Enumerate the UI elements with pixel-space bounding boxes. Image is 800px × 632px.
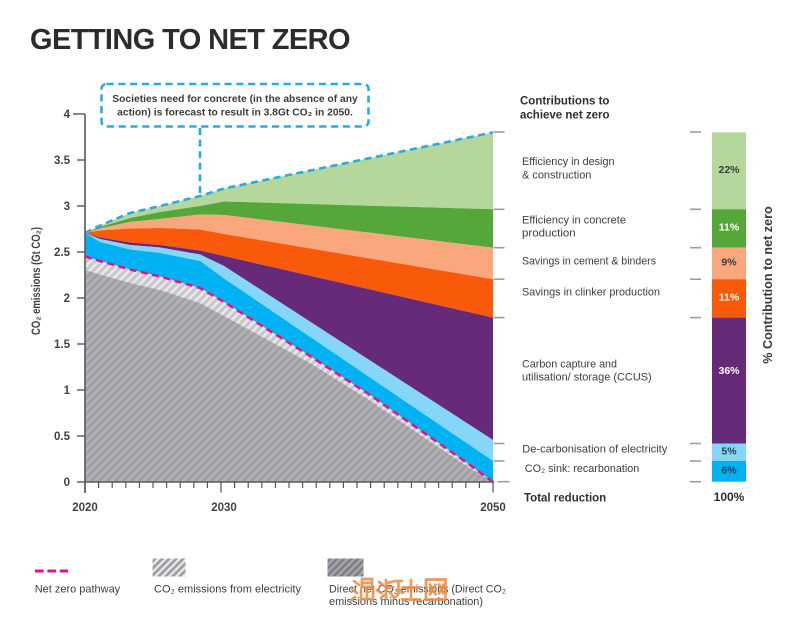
svg-text:utilisation/ storage (CCUS): utilisation/ storage (CCUS) bbox=[522, 372, 652, 384]
svg-text:CO₂ emissions from electricity: CO₂ emissions from electricity bbox=[154, 584, 301, 596]
svg-text:3: 3 bbox=[64, 201, 70, 213]
svg-text:2: 2 bbox=[64, 293, 70, 305]
svg-text:5%: 5% bbox=[721, 445, 737, 457]
svg-text:Net zero pathway: Net zero pathway bbox=[35, 584, 121, 596]
svg-text:2030: 2030 bbox=[211, 502, 237, 514]
svg-text:action) is forecast to result: action) is forecast to result in 3.8Gt C… bbox=[117, 108, 353, 119]
svg-text:2020: 2020 bbox=[72, 502, 98, 514]
svg-text:100%: 100% bbox=[714, 490, 745, 504]
svg-text:1: 1 bbox=[64, 385, 71, 397]
svg-text:Total reduction: Total reduction bbox=[524, 493, 606, 505]
svg-text:Carbon capture and: Carbon capture and bbox=[522, 359, 617, 371]
svg-text:4: 4 bbox=[64, 109, 71, 121]
svg-text:CO₂ sink: recarbonation: CO₂ sink: recarbonation bbox=[525, 463, 640, 475]
svg-text:22%: 22% bbox=[718, 164, 740, 176]
svg-text:6%: 6% bbox=[721, 465, 737, 477]
svg-text:& construction: & construction bbox=[522, 170, 591, 182]
svg-text:production: production bbox=[522, 228, 576, 240]
svg-text:Direct net CO₂ emissions (Dire: Direct net CO₂ emissions (Direct CO₂ bbox=[329, 584, 506, 596]
svg-text:3.5: 3.5 bbox=[54, 155, 71, 167]
svg-text:11%: 11% bbox=[719, 222, 740, 234]
svg-text:GETTING TO NET ZERO: GETTING TO NET ZERO bbox=[30, 24, 350, 56]
svg-text:% Contribution to net zero: % Contribution to net zero bbox=[761, 206, 775, 364]
svg-text:2.5: 2.5 bbox=[54, 247, 71, 259]
svg-text:1.5: 1.5 bbox=[54, 339, 71, 351]
svg-text:36%: 36% bbox=[718, 365, 740, 377]
svg-text:Contributions to: Contributions to bbox=[520, 96, 609, 108]
svg-text:Societies need for concrete (i: Societies need for concrete (in the abse… bbox=[112, 94, 358, 105]
svg-text:11%: 11% bbox=[719, 292, 740, 304]
svg-text:Savings in clinker production: Savings in clinker production bbox=[522, 287, 660, 299]
svg-text:0: 0 bbox=[64, 477, 70, 489]
svg-text:achieve net zero: achieve net zero bbox=[520, 110, 609, 122]
svg-text:CO₂ emissions (Gt CO₂): CO₂ emissions (Gt CO₂) bbox=[31, 227, 43, 335]
svg-text:0.5: 0.5 bbox=[54, 431, 71, 443]
svg-text:Efficiency in design: Efficiency in design bbox=[522, 156, 615, 168]
svg-text:Efficiency in concrete: Efficiency in concrete bbox=[522, 215, 626, 227]
svg-text:9%: 9% bbox=[721, 257, 737, 269]
svg-text:Savings in cement & binders: Savings in cement & binders bbox=[522, 256, 656, 268]
svg-text:2050: 2050 bbox=[480, 502, 506, 514]
svg-text:De-carbonisation of electricit: De-carbonisation of electricity bbox=[522, 443, 667, 455]
